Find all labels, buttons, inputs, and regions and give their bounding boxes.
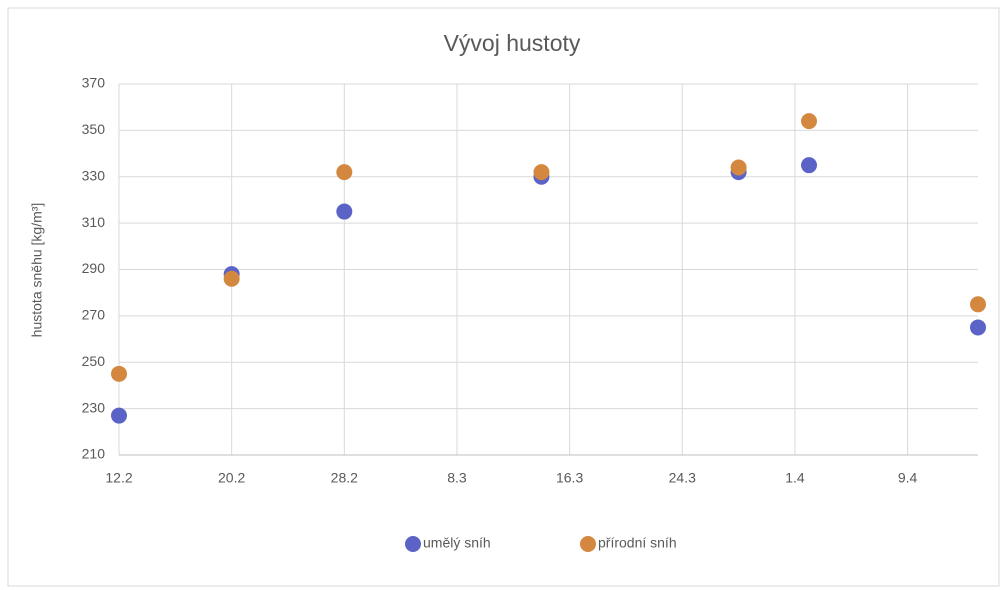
point <box>970 319 986 336</box>
x-tick-label: 9.4 <box>898 470 918 486</box>
y-axis-label: hustota sněhu [kg/m³] <box>29 203 45 338</box>
point <box>336 203 353 220</box>
y-tick-label: 250 <box>82 353 106 369</box>
legend-label: přírodní sníh <box>598 535 677 551</box>
y-tick-label: 350 <box>82 121 106 137</box>
y-tick-label: 270 <box>82 307 106 323</box>
point <box>533 164 550 181</box>
x-tick-label: 24.3 <box>669 470 696 486</box>
point <box>336 164 353 181</box>
y-tick-label: 310 <box>82 214 106 230</box>
legend-marker <box>405 536 421 552</box>
y-tick-label: 370 <box>82 75 106 91</box>
y-tick-label: 290 <box>82 260 106 276</box>
point <box>111 407 127 424</box>
x-tick-label: 28.2 <box>331 470 358 486</box>
x-tick-label: 20.2 <box>218 470 245 486</box>
point <box>801 113 818 130</box>
chart-title: Vývoj hustoty <box>444 30 581 56</box>
x-tick-label: 8.3 <box>447 470 467 486</box>
point <box>970 296 986 313</box>
x-tick-label: 12.2 <box>105 470 132 486</box>
point <box>111 365 127 382</box>
point <box>223 270 240 287</box>
y-tick-label: 330 <box>82 167 106 183</box>
legend-label: umělý sníh <box>423 535 491 551</box>
chart-frame <box>7 7 1000 587</box>
x-tick-label: 1.4 <box>785 470 805 486</box>
point <box>730 159 747 176</box>
legend-marker <box>580 536 596 552</box>
point <box>801 157 818 174</box>
x-tick-label: 16.3 <box>556 470 583 486</box>
y-tick-label: 210 <box>82 446 106 462</box>
y-tick-label: 230 <box>82 399 106 415</box>
